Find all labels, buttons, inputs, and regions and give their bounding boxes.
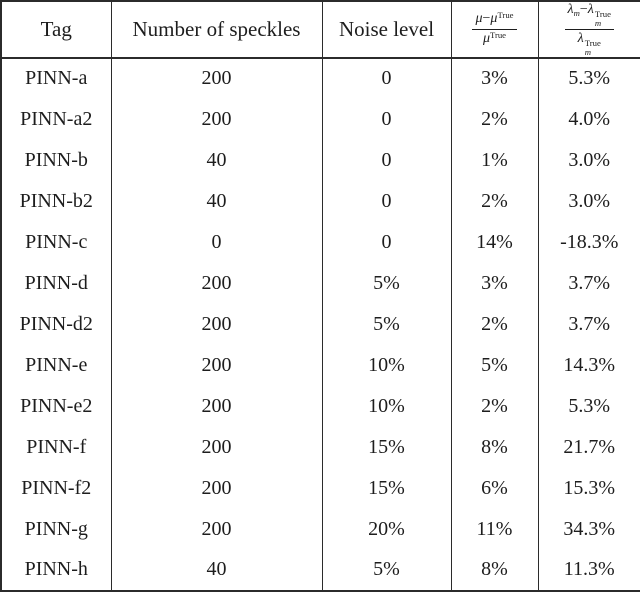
cell-lambda-error: 4.0% (537, 98, 640, 140)
cell-speckles: 200 (110, 98, 323, 140)
table-row: PINN-a2 200 0 2% 4.0% (0, 98, 640, 140)
cell-noise: 5% (321, 549, 452, 591)
cell-tag: PINN-a (0, 57, 112, 99)
cell-speckles: 200 (110, 508, 323, 550)
cell-mu-error: 8% (450, 426, 539, 468)
cell-mu-error: 5% (450, 344, 539, 386)
cell-speckles: 200 (110, 303, 323, 345)
cell-speckles: 200 (110, 385, 323, 427)
table-row: PINN-d2 200 5% 2% 3.7% (0, 303, 640, 345)
table-body: PINN-a 200 0 3% 5.3% PINN-a2 200 0 2% 4.… (0, 57, 640, 591)
cell-speckles: 200 (110, 344, 323, 386)
header-noise: Noise level (321, 1, 452, 59)
table-row: PINN-e2 200 10% 2% 5.3% (0, 385, 640, 427)
cell-speckles: 0 (110, 221, 323, 263)
table-row: PINN-d 200 5% 3% 3.7% (0, 262, 640, 304)
cell-lambda-error: 11.3% (537, 549, 640, 591)
cell-noise: 20% (321, 508, 452, 550)
cell-mu-error: 3% (450, 57, 539, 99)
cell-tag: PINN-f (0, 426, 112, 468)
header-mu-error: μ−μTrue μTrue (450, 1, 539, 59)
table-row: PINN-f2 200 15% 6% 15.3% (0, 467, 640, 509)
cell-tag: PINN-e (0, 344, 112, 386)
cell-noise: 0 (321, 180, 452, 222)
cell-noise: 10% (321, 385, 452, 427)
cell-speckles: 40 (110, 549, 323, 591)
cell-speckles: 200 (110, 467, 323, 509)
cell-noise: 0 (321, 57, 452, 99)
cell-speckles: 40 (110, 139, 323, 181)
table-row: PINN-h 40 5% 8% 11.3% (0, 549, 640, 591)
cell-noise: 0 (321, 139, 452, 181)
cell-speckles: 40 (110, 180, 323, 222)
header-row: Tag Number of speckles Noise level μ−μTr… (0, 1, 640, 59)
lambda-fraction-numerator: λm−λ True m (564, 2, 614, 30)
cell-noise: 10% (321, 344, 452, 386)
cell-tag: PINN-h (0, 549, 112, 591)
header-lambda-error: λm−λ True m λ True m (537, 1, 640, 59)
cell-speckles: 200 (110, 262, 323, 304)
cell-mu-error: 3% (450, 262, 539, 304)
cell-mu-error: 14% (450, 221, 539, 263)
table-row: PINN-b 40 0 1% 3.0% (0, 139, 640, 181)
cell-mu-error: 1% (450, 139, 539, 181)
cell-speckles: 200 (110, 426, 323, 468)
cell-lambda-error: 14.3% (537, 344, 640, 386)
cell-mu-error: 2% (450, 98, 539, 140)
cell-noise: 15% (321, 467, 452, 509)
table-row: PINN-f 200 15% 8% 21.7% (0, 426, 640, 468)
header-speckles: Number of speckles (110, 1, 323, 59)
cell-lambda-error: 34.3% (537, 508, 640, 550)
cell-tag: PINN-b2 (0, 180, 112, 222)
cell-lambda-error: 3.0% (537, 139, 640, 181)
mu-error-fraction: μ−μTrue μTrue (472, 11, 517, 48)
cell-mu-error: 11% (450, 508, 539, 550)
cell-lambda-error: 21.7% (537, 426, 640, 468)
cell-mu-error: 8% (450, 549, 539, 591)
cell-tag: PINN-g (0, 508, 112, 550)
cell-lambda-error: 3.0% (537, 180, 640, 222)
cell-tag: PINN-d (0, 262, 112, 304)
cell-tag: PINN-b (0, 139, 112, 181)
table-row: PINN-c 0 0 14% -18.3% (0, 221, 640, 263)
table-row: PINN-a 200 0 3% 5.3% (0, 57, 640, 99)
cell-mu-error: 2% (450, 180, 539, 222)
cell-tag: PINN-f2 (0, 467, 112, 509)
table-row: PINN-e 200 10% 5% 14.3% (0, 344, 640, 386)
cell-noise: 5% (321, 262, 452, 304)
lambda-fraction-denominator: λ True m (577, 30, 601, 57)
cell-lambda-error: 15.3% (537, 467, 640, 509)
cell-lambda-error: 3.7% (537, 262, 640, 304)
cell-mu-error: 2% (450, 385, 539, 427)
cell-mu-error: 2% (450, 303, 539, 345)
cell-lambda-error: -18.3% (537, 221, 640, 263)
mu-fraction-denominator: μTrue (482, 29, 507, 46)
cell-lambda-error: 3.7% (537, 303, 640, 345)
cell-tag: PINN-e2 (0, 385, 112, 427)
cell-speckles: 200 (110, 57, 323, 99)
cell-tag: PINN-d2 (0, 303, 112, 345)
mu-fraction-numerator: μ−μTrue (472, 11, 517, 30)
cell-tag: PINN-a2 (0, 98, 112, 140)
table-row: PINN-g 200 20% 11% 34.3% (0, 508, 640, 550)
cell-noise: 5% (321, 303, 452, 345)
header-tag: Tag (0, 1, 112, 59)
cell-noise: 0 (321, 98, 452, 140)
cell-mu-error: 6% (450, 467, 539, 509)
cell-noise: 0 (321, 221, 452, 263)
table-row: PINN-b2 40 0 2% 3.0% (0, 180, 640, 222)
cell-tag: PINN-c (0, 221, 112, 263)
cell-lambda-error: 5.3% (537, 57, 640, 99)
cell-noise: 15% (321, 426, 452, 468)
cell-lambda-error: 5.3% (537, 385, 640, 427)
lambda-error-fraction: λm−λ True m λ True m (564, 2, 614, 57)
